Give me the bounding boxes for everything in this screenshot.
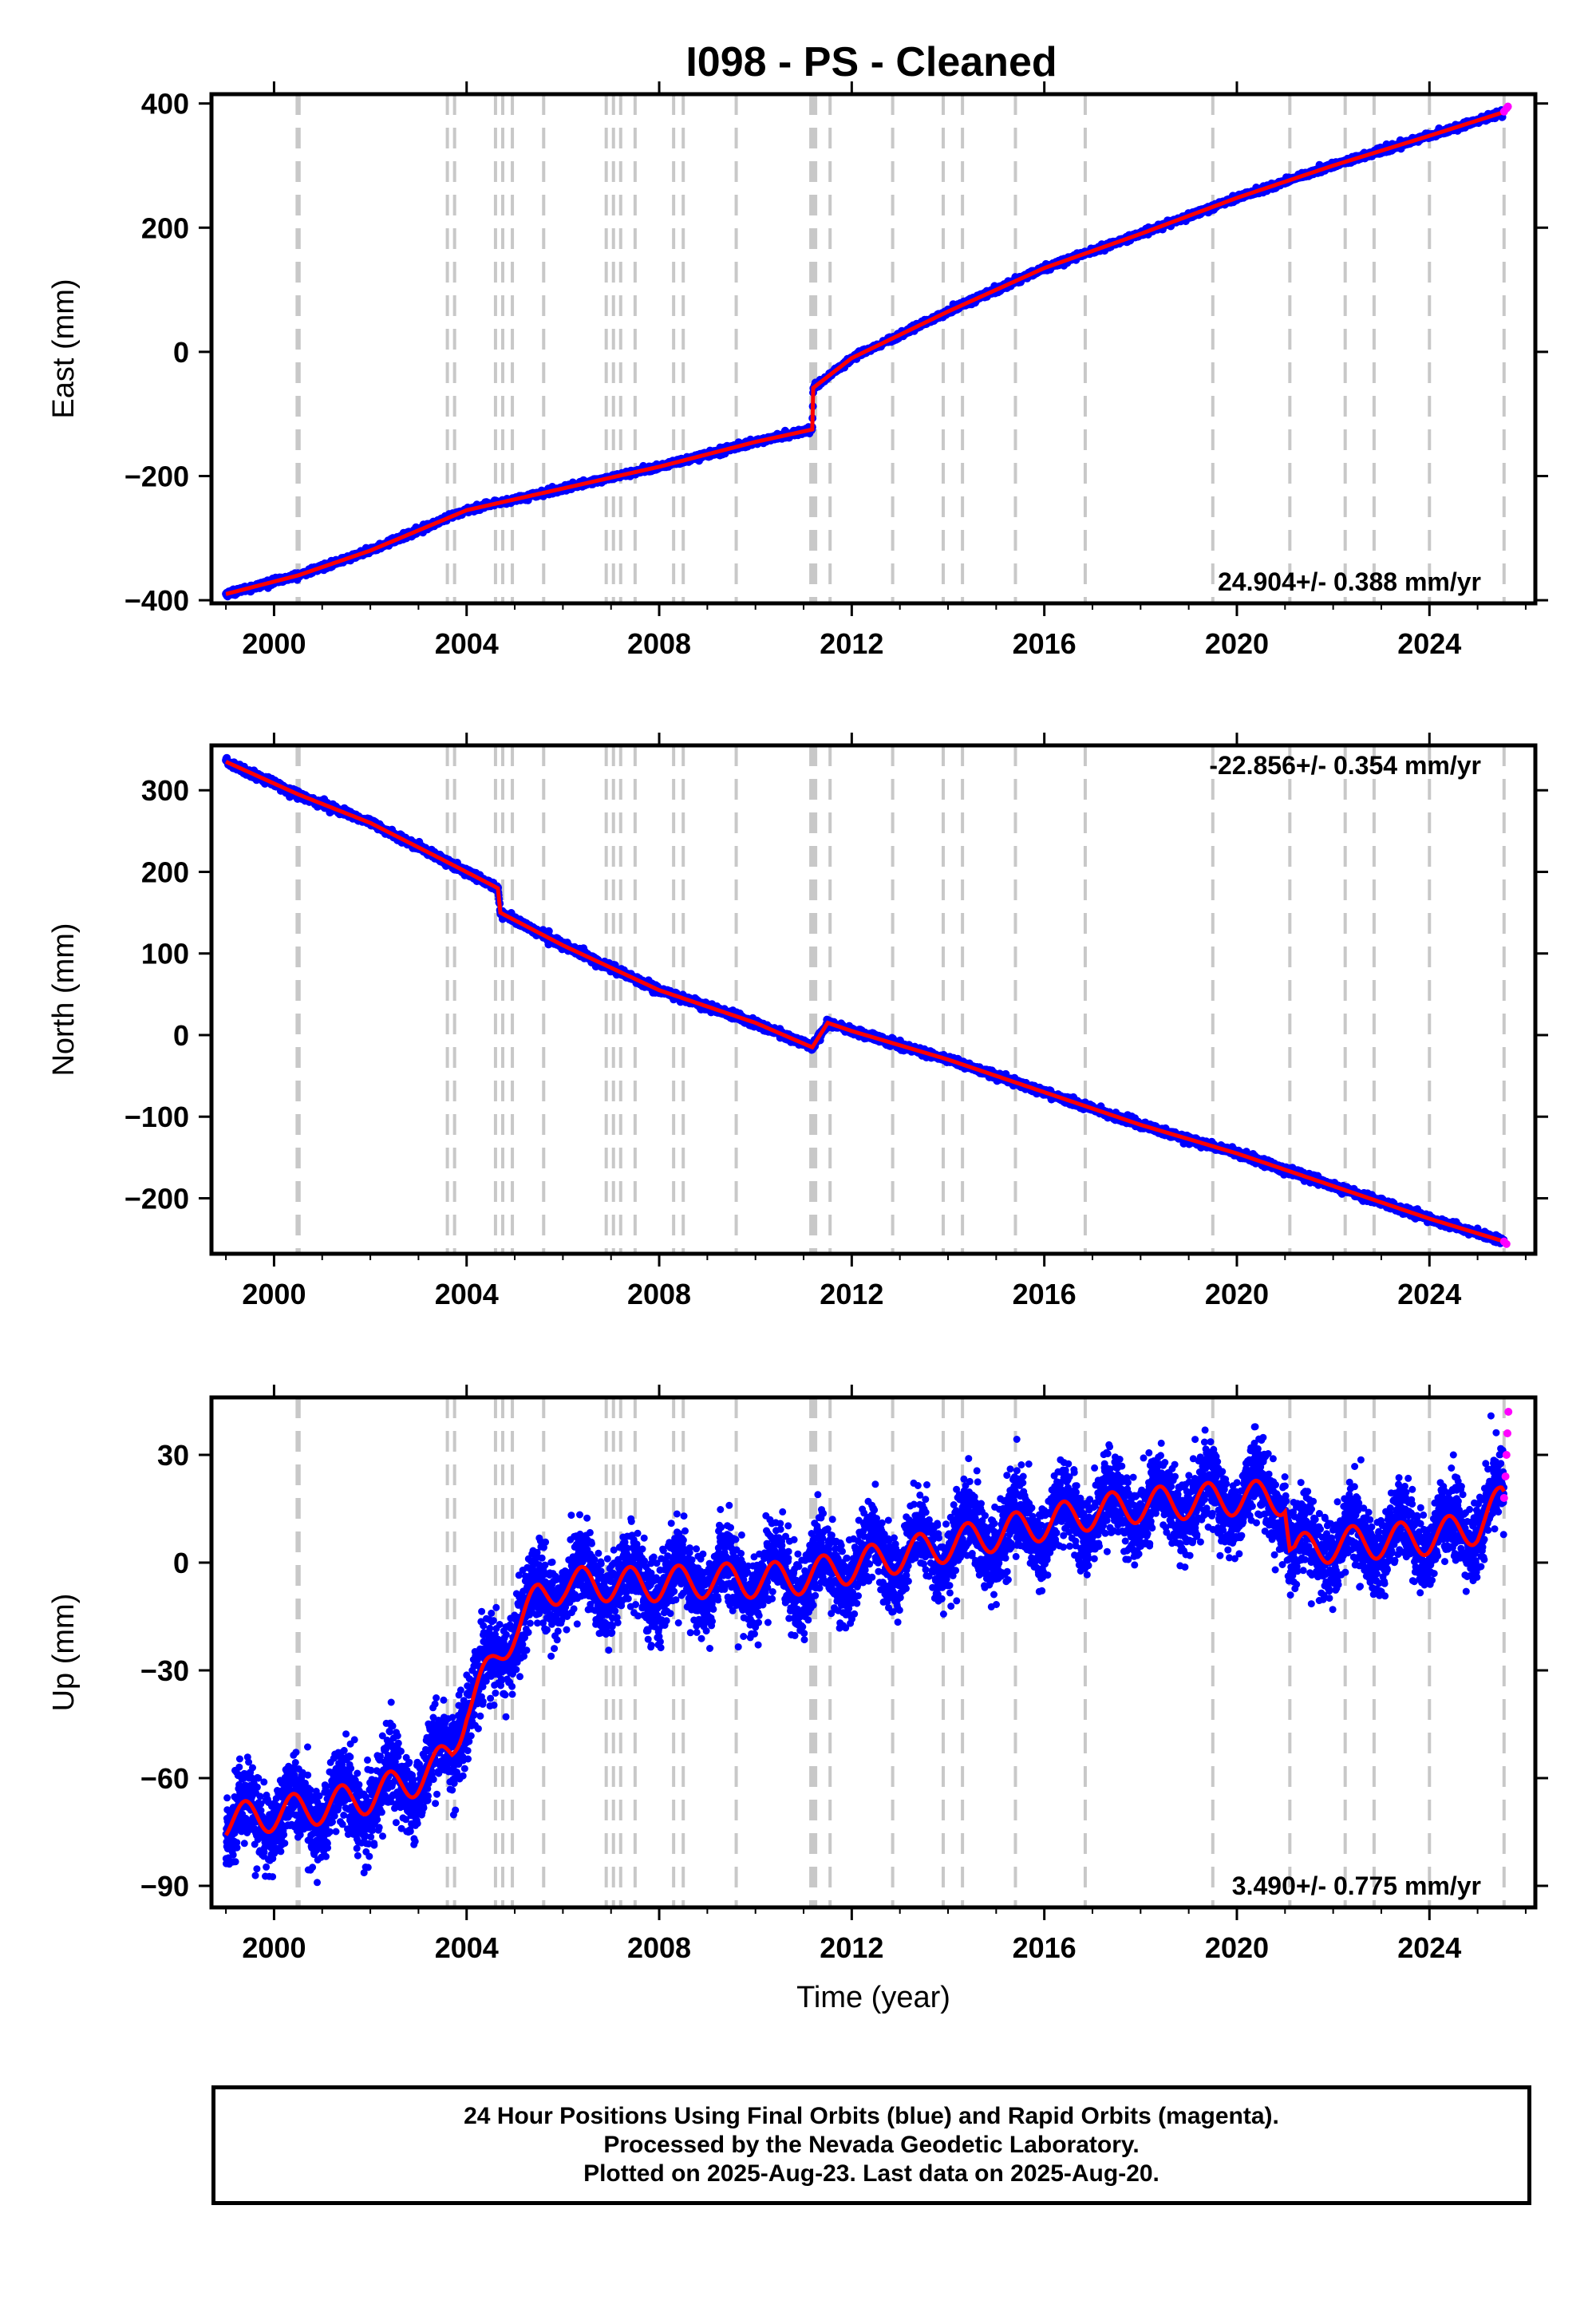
north-y-axis-label: North (mm): [47, 923, 81, 1076]
up-data: [222, 1408, 1513, 1887]
east-y-tick-label: 400: [141, 88, 189, 121]
north-final-orbit-points: [222, 753, 1508, 1247]
north-data: [222, 753, 1511, 1248]
north-x-tick-label: 2020: [1205, 1278, 1269, 1310]
north-rate-label: -22.856+/- 0.354 mm/yr: [1209, 751, 1481, 780]
north-axis-ticks: 2000 2004 2008 2012 2016 2020 2024 −200 −100 0 100…: [124, 733, 1548, 1310]
north-plot-frame: [209, 743, 1538, 1256]
east-x-tick-label: 2012: [820, 627, 883, 660]
up-rapid-orbit-point: [1502, 1451, 1511, 1459]
east-panel: 2000 2004 2008 2012 2016 2020 2024 −400 −200 0 200…: [47, 81, 1548, 660]
up-x-tick-label: 2000: [242, 1931, 306, 1964]
up-x-tick-label: 2020: [1205, 1931, 1269, 1964]
up-rate-label: 3.490+/- 0.775 mm/yr: [1232, 1871, 1481, 1900]
up-y-tick-label: 30: [157, 1439, 189, 1472]
up-x-tick-label: 2012: [820, 1931, 883, 1964]
north-x-tick-label: 2004: [435, 1278, 499, 1310]
up-rapid-orbit-point: [1503, 1429, 1512, 1437]
north-x-tick-label: 2012: [820, 1278, 883, 1310]
up-y-axis-label: Up (mm): [47, 1594, 81, 1712]
north-model-curve: [224, 760, 1504, 1243]
up-x-tick-label: 2008: [627, 1931, 691, 1964]
east-x-tick-label: 2004: [435, 627, 499, 660]
north-y-tick-label: 200: [141, 856, 189, 888]
up-rapid-orbit-point: [1501, 1472, 1510, 1480]
north-panel: 2000 2004 2008 2012 2016 2020 2024 −200 −100 0 100…: [47, 733, 1548, 1310]
east-y-tick-label: −400: [124, 584, 189, 617]
north-y-tick-label: −200: [124, 1182, 189, 1215]
up-final-orbit-points: [222, 1412, 1508, 1887]
up-panel: 2000 2004 2008 2012 2016 2020 2024 −90 −60 −30 0 30…: [47, 1385, 1548, 2014]
up-x-tick-label: 2004: [435, 1931, 499, 1964]
north-y-tick-label: 0: [173, 1019, 189, 1052]
up-axis-ticks: 2000 2004 2008 2012 2016 2020 2024 −90 −60 −30 0 30: [140, 1385, 1548, 1964]
footer-line-2: Processed by the Nevada Geodetic Laborat…: [603, 2132, 1140, 2158]
east-x-tick-label: 2000: [242, 627, 306, 660]
east-x-tick-label: 2020: [1205, 627, 1269, 660]
east-y-axis-label: East (mm): [47, 279, 81, 418]
north-x-tick-label: 2008: [627, 1278, 691, 1310]
up-rapid-orbit-point: [1504, 1408, 1513, 1416]
up-plot-frame: [209, 1395, 1538, 1910]
up-y-tick-label: −90: [140, 1870, 189, 1903]
east-x-tick-label: 2008: [627, 627, 691, 660]
footer-line-1: 24 Hour Positions Using Final Orbits (bl…: [464, 2103, 1279, 2129]
north-x-tick-label: 2016: [1013, 1278, 1077, 1310]
north-rapid-orbit-point: [1502, 1239, 1511, 1248]
footer-caption-box: 24 Hour Positions Using Final Orbits (bl…: [211, 2085, 1531, 2205]
east-rapid-orbit-point: [1503, 102, 1512, 111]
up-x-tick-label: 2024: [1397, 1931, 1461, 1964]
east-y-tick-label: −200: [124, 460, 189, 493]
up-rapid-orbit-point: [1499, 1494, 1508, 1502]
figure-title: I098 - PS - Cleaned: [685, 39, 1057, 85]
up-y-tick-label: −60: [140, 1762, 189, 1795]
up-y-tick-label: −30: [140, 1654, 189, 1687]
north-y-tick-label: −100: [124, 1101, 189, 1133]
east-x-tick-label: 2016: [1013, 627, 1077, 660]
up-x-tick-label: 2016: [1013, 1931, 1077, 1964]
footer-line-3: Plotted on 2025-Aug-23. Last data on 202…: [583, 2160, 1159, 2187]
east-plot-frame: [209, 92, 1538, 606]
north-y-tick-label: 100: [141, 938, 189, 970]
up-step-lines: [295, 1397, 1506, 1907]
north-x-tick-label: 2024: [1397, 1278, 1461, 1310]
east-model-curve: [225, 110, 1504, 596]
east-y-tick-label: 200: [141, 211, 189, 244]
up-y-tick-label: 0: [173, 1547, 189, 1579]
north-y-tick-label: 300: [141, 774, 189, 807]
east-data: [222, 102, 1512, 601]
up-model-curve: [224, 1478, 1506, 1836]
north-step-lines: [295, 745, 1506, 1254]
up-x-axis-label: Time (year): [796, 1981, 950, 2014]
east-x-tick-label: 2024: [1397, 627, 1461, 660]
east-axis-ticks: 2000 2004 2008 2012 2016 2020 2024 −400 −200 0 200…: [124, 81, 1548, 660]
east-rate-label: 24.904+/- 0.388 mm/yr: [1218, 567, 1481, 596]
north-x-tick-label: 2000: [242, 1278, 306, 1310]
east-y-tick-label: 0: [173, 336, 189, 369]
